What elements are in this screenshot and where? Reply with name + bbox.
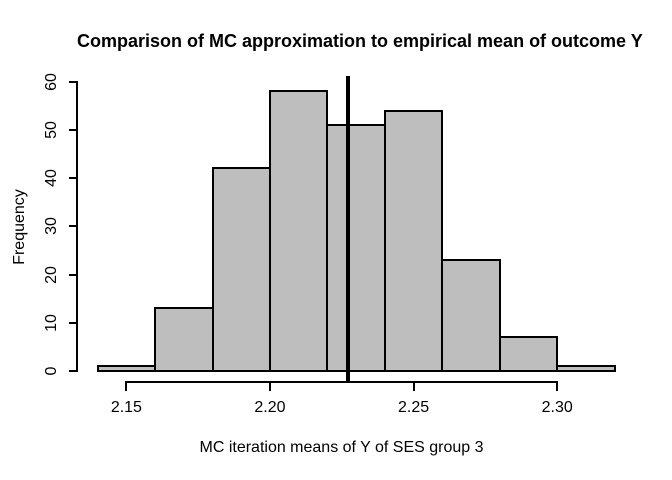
histogram-bar: [96, 365, 157, 372]
y-axis-tick: [69, 321, 77, 324]
y-axis-tick: [69, 273, 77, 276]
x-axis-title: MC iteration means of Y of SES group 3: [199, 439, 484, 456]
histogram-bar: [383, 109, 444, 372]
y-axis-tick: [69, 369, 77, 372]
reference-line: [345, 76, 350, 382]
x-axis-line: [126, 380, 558, 383]
y-axis-tick: [69, 128, 77, 131]
histogram-bar: [326, 124, 386, 372]
histogram-bar: [556, 365, 616, 372]
histogram-bar: [268, 90, 329, 372]
y-axis-tick: [69, 177, 77, 180]
histogram-bar: [441, 259, 501, 372]
x-axis-tick: [412, 381, 415, 391]
x-axis-tick: [268, 381, 271, 391]
x-tick-label: 2.25: [398, 399, 430, 416]
histogram-bar: [211, 167, 271, 372]
y-axis-tick: [69, 80, 77, 83]
chart-title: Comparison of MC approximation to empiri…: [77, 31, 643, 51]
y-tick-label: 60: [43, 72, 60, 91]
x-tick-label: 2.15: [110, 399, 142, 416]
x-axis-tick: [125, 381, 128, 391]
y-axis-tick: [69, 225, 77, 228]
histogram-bar: [498, 336, 559, 372]
x-tick-label: 2.30: [541, 399, 573, 416]
histogram-bar: [154, 307, 214, 372]
x-tick-label: 2.20: [254, 399, 286, 416]
x-axis-tick: [556, 381, 559, 391]
y-axis-line: [76, 80, 78, 372]
